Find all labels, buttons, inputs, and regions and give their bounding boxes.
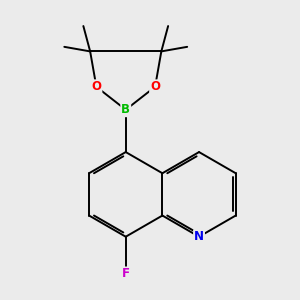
Text: O: O	[92, 80, 101, 93]
Text: B: B	[121, 103, 130, 116]
Text: F: F	[122, 267, 130, 280]
Text: N: N	[194, 230, 204, 243]
Text: O: O	[150, 80, 160, 93]
